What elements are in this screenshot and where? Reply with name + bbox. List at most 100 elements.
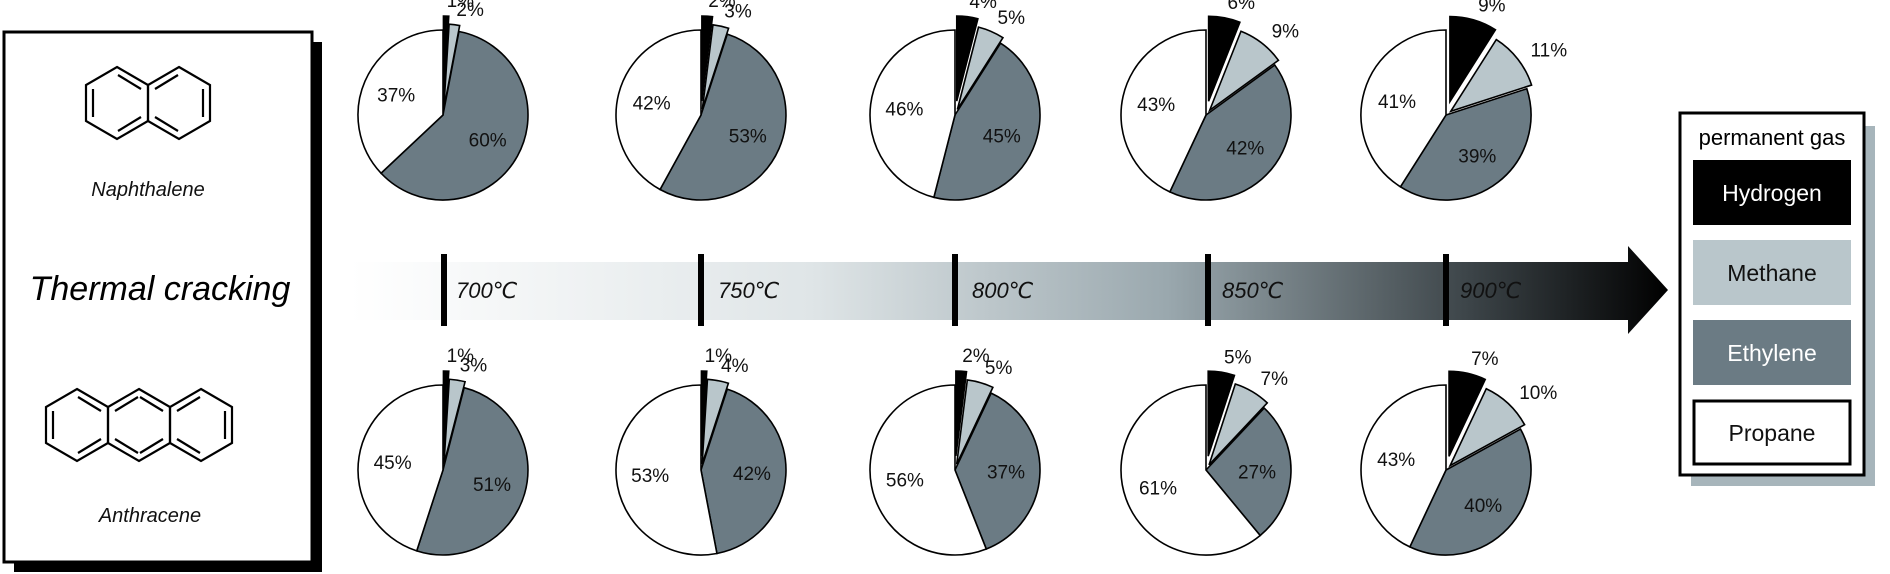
pie-label-ethylene: 53% (729, 126, 767, 147)
pie-label-ethylene: 51% (473, 475, 511, 496)
molecule-panel-frame (2, 30, 314, 564)
pie-label-methane: 3% (460, 355, 488, 376)
pie-slice-ethylene (415, 386, 529, 556)
pie-label-hydrogen: 6% (1228, 0, 1256, 14)
pie-slice-methane (955, 379, 994, 465)
pie-label-propane: 46% (885, 100, 923, 121)
pie-label-hydrogen: 5% (1224, 347, 1252, 368)
pie-slice-ethylene (658, 33, 787, 201)
pie-slice-propane (1120, 384, 1262, 556)
pie-slice-propane (615, 384, 718, 556)
pie-label-methane: 10% (1519, 383, 1557, 404)
legend-label-ethylene: Ethylene (1727, 340, 1817, 366)
pie-slice-methane (1448, 38, 1533, 113)
temp-tick-800 (952, 254, 958, 326)
pie-slice-hydrogen (955, 370, 968, 457)
pie-slice-ethylene (379, 30, 529, 201)
pie-slice-methane (1448, 387, 1526, 468)
pie-anthracene-2: 2%5% 37% 56% (869, 346, 1041, 556)
pie-label-methane: 11% (1531, 40, 1568, 61)
pie-anthracene-3: 5% 7% 27% 61% (1120, 347, 1292, 556)
pie-slice-propane (869, 384, 988, 556)
naphthalene-label: Naphthalene (91, 179, 204, 201)
legend-label-propane: Propane (1729, 420, 1816, 446)
pie-slice-ethylene (1204, 406, 1292, 537)
pie-slice-hydrogen (442, 370, 450, 457)
pie-naphthalene-0: 1%2% 60% 37% (357, 0, 529, 201)
pie-label-hydrogen: 2% (962, 346, 990, 367)
pie-slice-hydrogen (701, 15, 714, 102)
pie-label-propane: 53% (631, 466, 669, 487)
pie-label-ethylene: 39% (1458, 146, 1496, 167)
pie-label-methane: 5% (985, 358, 1013, 379)
pie-naphthalene-4: 9% 11% 39% 41% (1360, 0, 1568, 201)
pie-slice-propane (1120, 29, 1207, 193)
thermal-cracking-label: Thermal cracking (30, 270, 291, 308)
pie-slice-ethylene (700, 388, 787, 555)
temp-label-750: 750℃ (718, 278, 780, 303)
pie-label-methane: 2% (456, 0, 484, 21)
pie-slice-ethylene (1408, 427, 1532, 556)
pie-label-ethylene: 60% (469, 131, 507, 152)
pie-slice-propane (357, 29, 444, 175)
pie-label-hydrogen: 2% (708, 0, 736, 12)
pie-slice-methane (956, 26, 1005, 110)
pie-slice-hydrogen (700, 370, 708, 457)
temp-label-800: 800℃ (972, 278, 1034, 303)
pie-charts: 1%2%60%37%2%3%53%42%4%5%45%46%6%9%42%43%… (357, 0, 1568, 556)
pie-label-propane: 61% (1139, 478, 1177, 499)
pie-slice-methane (1207, 30, 1280, 113)
pie-label-propane: 43% (1137, 95, 1175, 116)
legend-label-hydrogen: Hydrogen (1722, 180, 1822, 206)
pie-slice-propane (869, 29, 956, 199)
temp-tick-750 (698, 254, 704, 326)
pie-anthracene-4: 7% 10% 40% 43% (1360, 349, 1557, 556)
legend-swatch-methane (1693, 240, 1851, 305)
pie-label-methane: 4% (721, 356, 749, 377)
pie-label-hydrogen: 1% (447, 0, 475, 12)
legend: permanent gas Hydrogen Methane Ethylene … (1678, 111, 1875, 486)
pie-label-ethylene: 42% (733, 464, 771, 485)
pie-anthracene-1: 1%4% 42% 53% (615, 346, 787, 556)
pie-slice-propane (357, 384, 444, 552)
pie-slice-ethylene (1168, 63, 1292, 201)
pie-naphthalene-2: 4%5% 45% 46% (869, 0, 1041, 201)
pie-label-ethylene: 45% (983, 126, 1021, 147)
pie-label-methane: 3% (724, 2, 752, 23)
pie-anthracene-0: 1%3% 51% 45% (357, 346, 529, 556)
pie-slice-hydrogen (955, 15, 979, 102)
pie-slice-propane (1360, 29, 1447, 188)
temperature-arrow: 700℃ 750℃ 800℃ 850℃ 900℃ (350, 246, 1668, 334)
legend-swatch-hydrogen (1693, 160, 1851, 225)
pie-slice-hydrogen (1207, 370, 1236, 457)
legend-label-methane: Methane (1727, 260, 1817, 286)
pie-label-ethylene: 40% (1464, 496, 1502, 517)
pie-slice-methane (1208, 382, 1269, 466)
pie-slice-hydrogen (1207, 15, 1241, 102)
temperature-arrow-shape (350, 246, 1668, 334)
pie-slice-propane (615, 29, 702, 191)
temp-label-700: 700℃ (456, 278, 518, 303)
pie-naphthalene-3: 6% 9% 42% 43% (1120, 0, 1300, 201)
pie-label-ethylene: 42% (1226, 139, 1264, 160)
pie-label-hydrogen: 7% (1471, 349, 1499, 370)
legend-swatch-ethylene (1693, 320, 1851, 385)
pie-label-propane: 37% (377, 86, 415, 107)
anthracene-structure (44, 387, 234, 463)
legend-swatch-propane (1692, 399, 1852, 466)
pie-slice-methane (701, 23, 730, 110)
pie-label-ethylene: 37% (987, 463, 1025, 484)
pie-slice-hydrogen (1448, 370, 1487, 457)
pie-label-propane: 45% (374, 453, 412, 474)
pie-label-propane: 42% (633, 93, 671, 114)
pie-slice-hydrogen (442, 15, 450, 102)
pie-label-propane: 56% (886, 471, 924, 492)
pie-label-hydrogen: 9% (1478, 0, 1506, 17)
pie-label-hydrogen: 4% (969, 0, 997, 13)
pie-slice-methane (701, 378, 730, 465)
pie-label-ethylene: 27% (1238, 463, 1276, 484)
pie-label-methane: 5% (998, 8, 1026, 29)
pie-label-methane: 9% (1272, 22, 1300, 43)
pie-slice-propane (1360, 384, 1447, 548)
